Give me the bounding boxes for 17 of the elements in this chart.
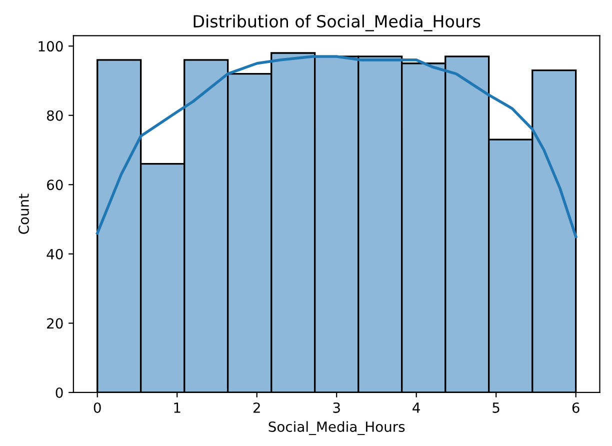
x-tick-label: 2 <box>253 402 260 413</box>
x-tick-label: 5 <box>492 402 500 413</box>
x-axis-title: Social_Media_Hours <box>268 421 405 436</box>
line-series <box>96 55 578 238</box>
y-tick-label: 40 <box>46 248 63 260</box>
x-tick-label: 3 <box>333 402 340 413</box>
x-tick-label: 6 <box>572 402 580 413</box>
chart-title: Distribution of Social_Media_Hours <box>194 14 480 32</box>
x-tick-label: 0 <box>94 402 101 413</box>
y-tick-label: 20 <box>47 318 63 329</box>
y-tick-label: 0 <box>56 387 63 398</box>
y-tick-label: 100 <box>38 41 63 52</box>
y-tick-label: 60 <box>47 180 63 190</box>
y-tick-label: 80 <box>46 110 63 121</box>
y-axis-title: Count <box>18 194 29 234</box>
x-tick-label: 4 <box>412 402 420 413</box>
x-tick-label: 1 <box>174 402 180 413</box>
